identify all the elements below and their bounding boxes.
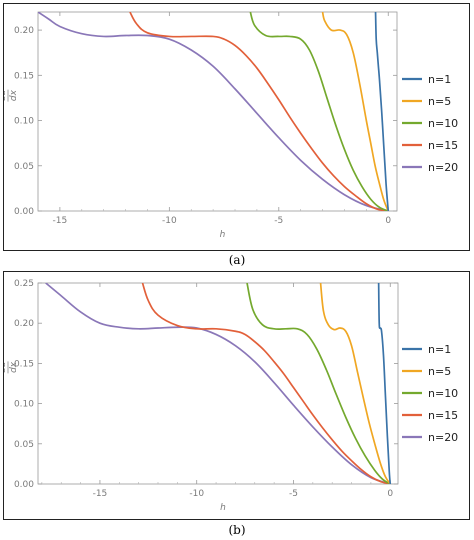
series-line-n-20 — [38, 12, 389, 211]
x-tick-label: -10 — [162, 216, 177, 226]
y-axis-label-numerator: du — [4, 361, 8, 373]
y-tick-label: 0.00 — [14, 207, 34, 217]
chart-panel-a: -15 -10 -5 0 0.00 0.05 0.10 0.15 0.20 h du dx n=1 n=5… — [3, 3, 470, 251]
series-line-n-15 — [141, 283, 391, 484]
y-tick-label: 0.15 — [14, 71, 34, 81]
y-axis-label-denominator: dx — [9, 361, 19, 373]
x-tick-label: -10 — [189, 489, 204, 499]
series-line-n-10 — [249, 12, 389, 211]
series-line-n-5 — [319, 283, 391, 484]
legend-label-n-5: n=5 — [428, 365, 451, 378]
y-axis-label: du dx — [4, 89, 19, 102]
legend-label-n-15: n=15 — [428, 139, 458, 152]
legend-label-n-15: n=15 — [428, 409, 458, 422]
y-tick-label: 0.15 — [14, 359, 34, 369]
x-tick-label: -15 — [93, 489, 108, 499]
caption-a: (a) — [228, 253, 246, 267]
y-tick-label: 0.20 — [14, 26, 34, 36]
y-axis-label-numerator: du — [4, 90, 8, 102]
y-tick-label: 0.10 — [14, 400, 34, 410]
x-axis-label: h — [220, 230, 226, 240]
plot-frame — [37, 282, 399, 485]
legend-label-n-1: n=1 — [428, 343, 451, 356]
y-tick-label: 0.10 — [14, 117, 34, 127]
x-tick-label: 0 — [385, 216, 391, 226]
chart-b: -15 -10 -5 0 0.00 0.05 0.10 0.15 0.20 0.25 h du dx n=… — [4, 279, 458, 513]
y-tick-label: 0.05 — [14, 440, 34, 450]
series-line-n-1 — [377, 283, 392, 484]
legend-label-n-20: n=20 — [428, 161, 458, 174]
x-tick-label: -5 — [289, 489, 298, 499]
legend-label-n-10: n=10 — [428, 387, 458, 400]
legend-label-n-10: n=10 — [428, 117, 458, 130]
y-tick-label: 0.00 — [14, 480, 34, 490]
x-tick-label: -15 — [53, 216, 68, 226]
legend-label-n-5: n=5 — [428, 95, 451, 108]
x-tick-label: -5 — [274, 216, 283, 226]
legend-label-n-1: n=1 — [428, 73, 451, 86]
plot-frame — [37, 11, 398, 212]
y-axis-label-denominator: dx — [9, 89, 19, 101]
series-group — [45, 283, 392, 484]
y-axis-label: du dx — [4, 361, 19, 374]
series-line-n-15 — [129, 12, 389, 211]
y-tick-label: 0.05 — [14, 162, 34, 172]
y-tick-label: 0.20 — [14, 319, 34, 329]
series-line-n-5 — [321, 12, 390, 211]
series-group — [38, 12, 390, 211]
series-line-n-1 — [374, 12, 390, 211]
x-axis-label: h — [220, 503, 226, 513]
caption-b: (b) — [228, 523, 246, 537]
series-line-n-10 — [246, 283, 391, 484]
series-line-n-20 — [45, 283, 391, 484]
chart-panel-b: -15 -10 -5 0 0.00 0.05 0.10 0.15 0.20 0.25 h du dx n=… — [3, 271, 470, 520]
x-tick-label: 0 — [387, 489, 393, 499]
y-tick-label: 0.25 — [14, 279, 34, 289]
legend-label-n-20: n=20 — [428, 431, 458, 444]
chart-a: -15 -10 -5 0 0.00 0.05 0.10 0.15 0.20 h du dx n=1 n=5… — [4, 11, 458, 240]
